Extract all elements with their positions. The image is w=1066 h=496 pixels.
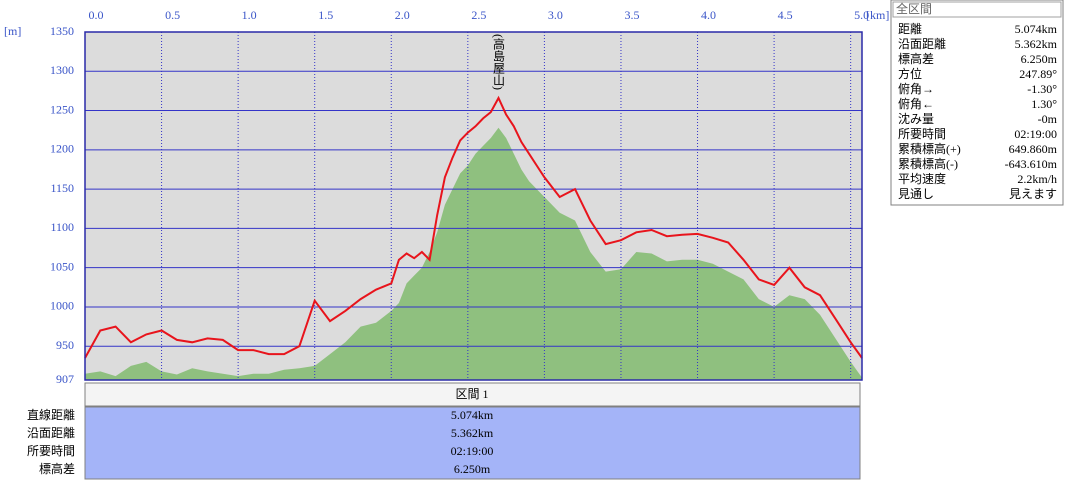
panel-label: 俯角→ <box>898 81 934 96</box>
panel-label: 俯角← <box>898 96 934 111</box>
x-tick-label: 1.0 <box>242 8 257 22</box>
plot-frame <box>84 31 863 381</box>
row-value: 02:19:00 <box>451 444 494 458</box>
panel-label: 沈み量 <box>898 111 934 126</box>
panel-value: 649.860m <box>1009 142 1058 156</box>
panel-label: 見通し <box>898 187 934 201</box>
x-tick-label: 2.5 <box>471 8 486 22</box>
row-label: 所要時間 <box>27 444 75 458</box>
panel-label: 標高差 <box>898 51 934 66</box>
terrain-area <box>85 127 862 380</box>
row-label: 標高差 <box>39 461 75 476</box>
panel-value: 5.074km <box>1015 22 1058 36</box>
panel-value: -643.610m <box>1005 157 1058 171</box>
panel-value: 02:19:00 <box>1014 127 1057 141</box>
panel-label: 方位 <box>898 66 922 81</box>
x-tick-label: 5.0 <box>854 8 869 22</box>
y-tick-label: 1350 <box>50 24 74 38</box>
x-tick-label: 3.0 <box>548 8 563 22</box>
row-value: 5.362km <box>451 426 494 440</box>
y-tick-label: 950 <box>56 338 74 352</box>
y-tick-label: 1150 <box>50 181 74 195</box>
x-tick-label: 4.0 <box>701 8 716 22</box>
x-axis-unit: [km] <box>866 8 889 22</box>
panel-value: -0m <box>1038 112 1058 126</box>
row-value: 5.074km <box>451 408 494 422</box>
x-tick-label: 4.5 <box>778 8 793 22</box>
table-body <box>84 406 861 480</box>
x-tick-label: 1.5 <box>318 8 333 22</box>
x-tick-label: 2.0 <box>395 8 410 22</box>
panel-label: 平均速度 <box>898 171 946 186</box>
table-header-cell <box>84 382 861 407</box>
table-header: 区間 1 <box>455 387 488 401</box>
panel-label: 累積標高(-) <box>898 156 958 171</box>
y-tick-label: 907 <box>56 372 74 386</box>
panel-background <box>890 0 1064 206</box>
panel-value: 247.89° <box>1019 67 1057 81</box>
panel-value: -1.30° <box>1027 82 1057 96</box>
section-table: 区間 1 直線距離 5.074km 沿面距離 5.362km 所要時間 02:19:00 標高… <box>27 382 861 480</box>
panel-label: 所要時間 <box>898 127 946 141</box>
panel-value: 5.362km <box>1015 37 1058 51</box>
panel-value: 2.2km/h <box>1017 172 1057 186</box>
panel-label: 累積標高(+) <box>898 141 961 156</box>
panel-value: 1.30° <box>1031 97 1057 111</box>
panel-value: 6.250m <box>1021 52 1058 66</box>
peak-annotation: (高島屋山) <box>491 34 505 90</box>
y-tick-label: 1200 <box>50 142 74 156</box>
x-tick-label: 0.5 <box>165 8 180 22</box>
panel-value: 見えます <box>1009 187 1057 201</box>
y-axis-unit: [m] <box>4 24 21 38</box>
row-label: 沿面距離 <box>27 426 75 440</box>
panel-title: 全区間 <box>896 1 932 16</box>
panel-label: 沿面距離 <box>898 37 946 51</box>
y-tick-label: 1050 <box>50 259 74 273</box>
panel-header <box>892 1 1062 18</box>
y-tick-label: 1250 <box>50 102 74 116</box>
y-tick-label: 1300 <box>50 63 74 77</box>
panel-label: 距離 <box>898 22 922 36</box>
x-tick-label: 0.0 <box>89 8 104 22</box>
x-tick-label: 3.5 <box>624 8 639 22</box>
row-value: 6.250m <box>454 462 491 476</box>
row-label: 直線距離 <box>27 407 75 422</box>
y-tick-label: 1000 <box>50 299 74 313</box>
profile-line <box>84 95 863 359</box>
y-tick-label: 1100 <box>50 220 74 234</box>
